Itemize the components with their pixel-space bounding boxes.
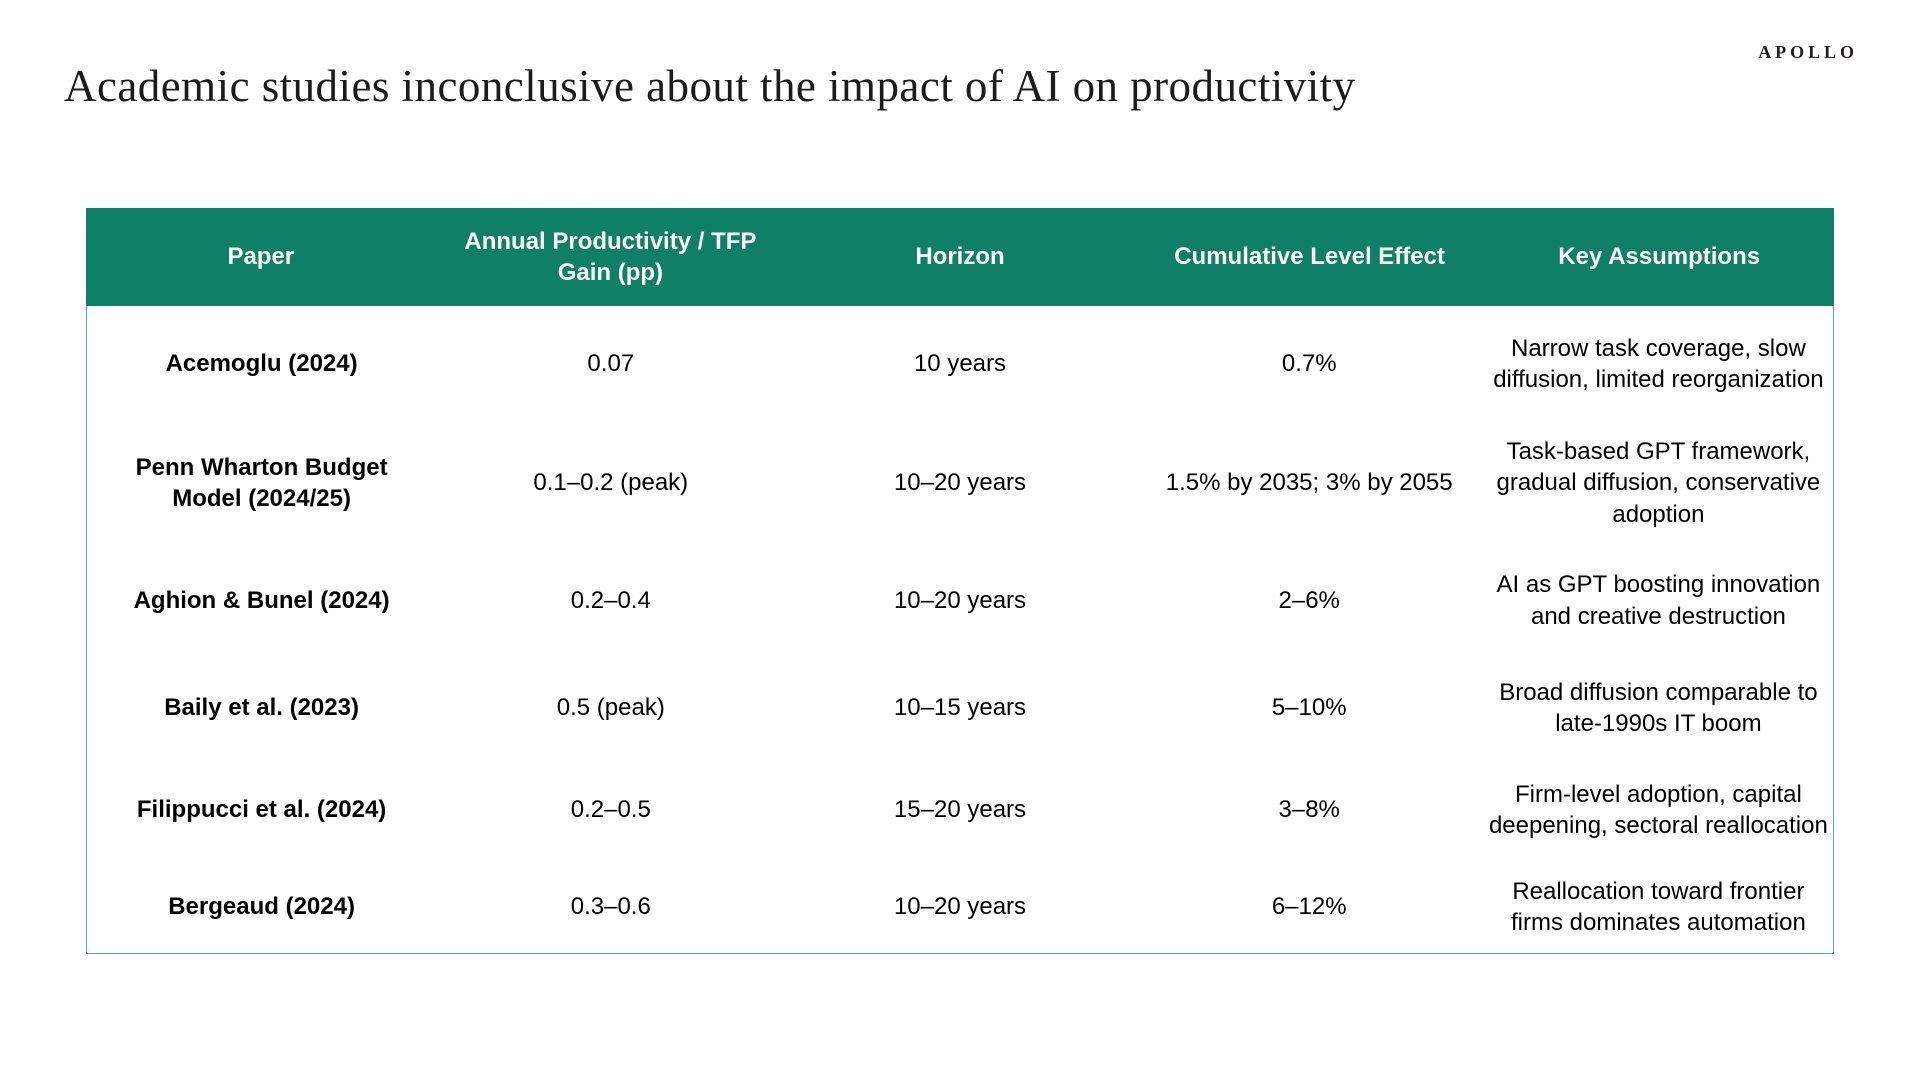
paper-cell: Aghion & Bunel (2024) [133,586,390,614]
table-row: Filippucci et al. (2024) 0.2–0.5 15–20 y… [87,759,1833,861]
gain-cell: 0.3–0.6 [570,893,651,921]
horizon-cell: 10–20 years [893,893,1027,921]
column-header-gain: Annual Productivity / TFP Gain (pp) [464,227,757,286]
horizon-cell: 10–15 years [893,694,1027,722]
paper-cell: Baily et al. (2023) [164,694,359,722]
paper-cell: Acemoglu (2024) [165,350,358,378]
assumptions-cell: Firm-level adoption, capital deepening, … [1488,780,1828,839]
effect-cell: 0.7% [1281,350,1337,378]
effect-cell: 1.5% by 2035; 3% by 2055 [1165,469,1453,497]
table-row: Penn Wharton Budget Model (2024/25) 0.1–… [87,422,1833,544]
effect-cell: 5–10% [1271,694,1347,722]
column-header-assumptions: Key Assumptions [1558,243,1761,271]
column-header-paper: Paper [227,243,295,271]
gain-cell: 0.07 [587,350,635,378]
assumptions-cell: Narrow task coverage, slow diffusion, li… [1493,334,1824,393]
brand-logo: APOLLO [1758,42,1858,62]
table-row: Acemoglu (2024) 0.07 10 years 0.7% Narro… [87,306,1833,422]
table-header-row: Paper Annual Productivity / TFP Gain (pp… [86,208,1834,306]
gain-cell: 0.5 (peak) [556,694,665,722]
effect-cell: 2–6% [1278,586,1340,614]
column-header-effect: Cumulative Level Effect [1174,243,1445,271]
gain-cell: 0.2–0.5 [570,796,651,824]
column-header-horizon: Horizon [915,243,1005,271]
gain-cell: 0.1–0.2 (peak) [533,469,689,497]
table-row: Bergeaud (2024) 0.3–0.6 10–20 years 6–12… [87,861,1833,953]
assumptions-cell: Broad diffusion comparable to late-1990s… [1499,678,1818,737]
effect-cell: 6–12% [1271,893,1347,921]
paper-cell: Filippucci et al. (2024) [136,796,387,824]
paper-cell: Penn Wharton Budget Model (2024/25) [135,453,388,512]
studies-table: Paper Annual Productivity / TFP Gain (pp… [86,208,1834,954]
page-title: Academic studies inconclusive about the … [64,61,1356,111]
assumptions-cell: Task-based GPT framework, gradual diffus… [1496,438,1821,528]
gain-cell: 0.2–0.4 [570,586,651,614]
horizon-cell: 10 years [913,350,1007,378]
table-row: Aghion & Bunel (2024) 0.2–0.4 10–20 year… [87,544,1833,657]
horizon-cell: 15–20 years [893,796,1027,824]
effect-cell: 3–8% [1278,796,1340,824]
assumptions-cell: Reallocation toward frontier firms domin… [1511,877,1806,936]
horizon-cell: 10–20 years [893,586,1027,614]
paper-cell: Bergeaud (2024) [168,893,355,921]
horizon-cell: 10–20 years [893,469,1027,497]
table-body: Acemoglu (2024) 0.07 10 years 0.7% Narro… [86,306,1834,954]
table-row: Baily et al. (2023) 0.5 (peak) 10–15 yea… [87,657,1833,759]
assumptions-cell: AI as GPT boosting innovation and creati… [1496,571,1821,630]
